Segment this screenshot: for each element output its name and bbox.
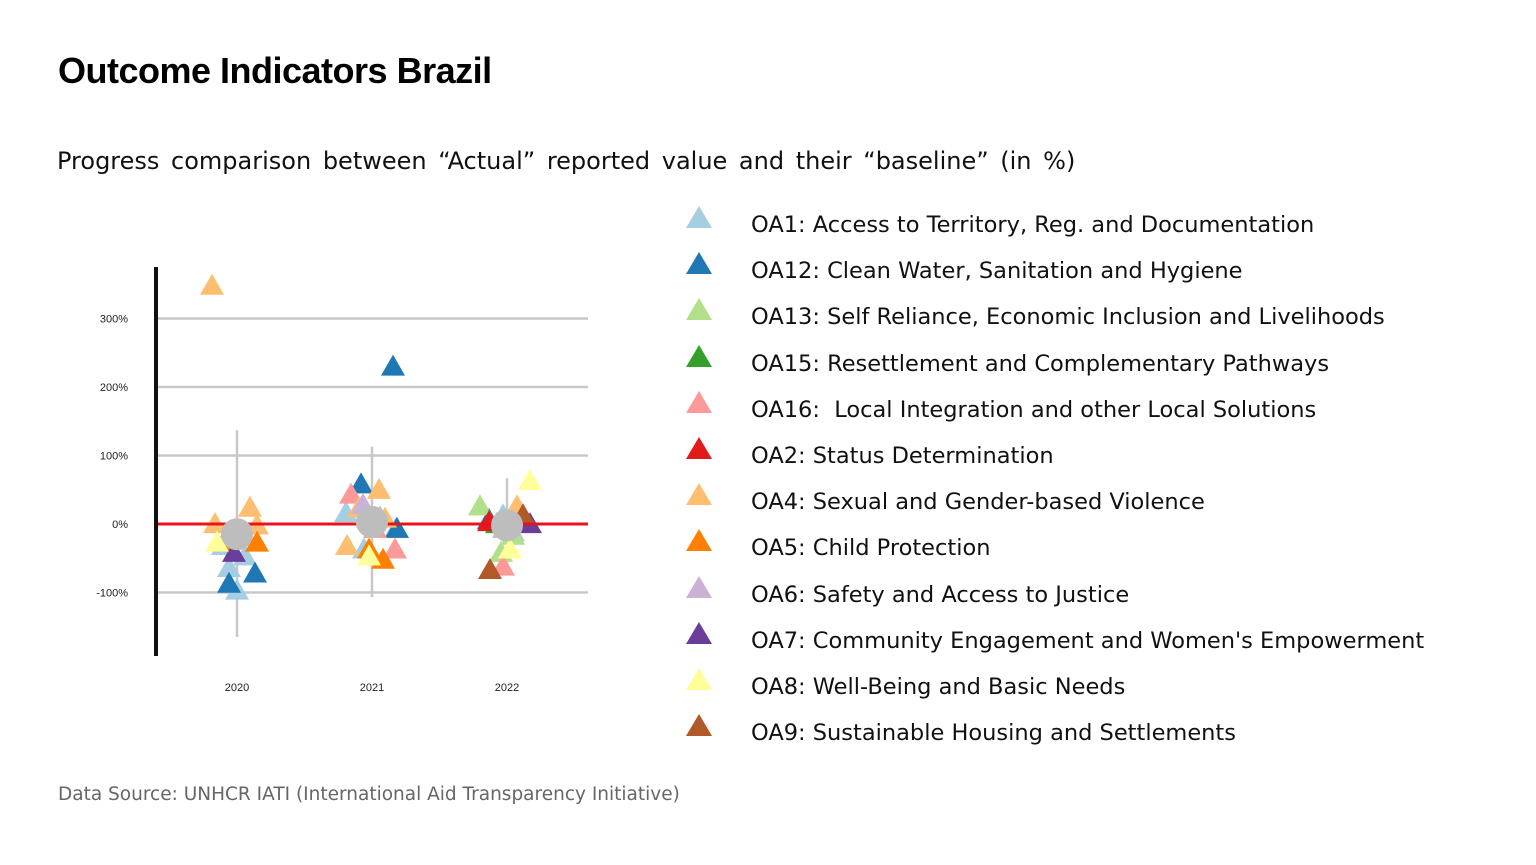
legend: OA1: Access to Territory, Reg. and Docum… [684,202,1424,756]
median-dot [356,505,388,538]
legend-triangle-icon [686,206,712,229]
legend-label: OA13: Self Reliance, Economic Inclusion … [751,304,1385,331]
legend-item: OA1: Access to Territory, Reg. and Docum… [684,202,1424,248]
legend-label: OA12: Clean Water, Sanitation and Hygien… [751,258,1243,285]
data-point-triangle [367,477,391,499]
data-point-triangle [335,534,359,556]
legend-triangle-icon [686,298,712,321]
data-point-triangle [245,530,269,552]
legend-label: OA5: Child Protection [751,535,991,562]
y-tick-label: 200% [100,382,128,394]
data-point-triangle [518,468,542,490]
data-point-triangle [468,494,492,516]
legend-triangle-icon [686,483,712,506]
y-tick-label: 300% [100,314,128,326]
legend-label: OA16: Local Integration and other Local … [751,396,1317,423]
y-tick-label: 100% [100,451,128,463]
legend-item: OA5: Child Protection [684,525,1424,571]
legend-label: OA9: Sustainable Housing and Settlements [751,720,1236,747]
data-point-triangle [383,537,407,559]
median-dot [221,518,253,551]
legend-label: OA15: Resettlement and Complementary Pat… [751,350,1330,377]
chart-title: Outcome Indicators Brazil [58,50,492,91]
y-tick-label: 0% [112,519,128,531]
legend-triangle-icon [686,437,712,460]
legend-triangle-icon [686,714,712,737]
x-tick-label: 2020 [225,682,249,694]
legend-item: OA7: Community Engagement and Women's Em… [684,618,1424,664]
data-point-triangle [217,571,241,593]
data-point-triangle [217,555,241,577]
legend-label: OA2: Status Determination [751,443,1054,470]
median-dot [491,509,523,542]
legend-label: OA6: Safety and Access to Justice [751,581,1130,608]
legend-triangle-icon [686,667,712,690]
data-source-note: Data Source: UNHCR IATI (International A… [58,784,680,805]
legend-triangle-icon [686,621,712,644]
legend-item: OA13: Self Reliance, Economic Inclusion … [684,294,1424,340]
data-point-triangle [381,354,405,376]
legend-item: OA16: Local Integration and other Local … [684,387,1424,433]
data-point-triangle [205,530,229,552]
data-point-triangle [478,558,502,580]
data-point-triangle [200,273,224,295]
legend-item: OA9: Sustainable Housing and Settlements [684,710,1424,756]
data-point-triangle [222,540,246,562]
legend-triangle-icon [686,344,712,367]
legend-item: OA6: Safety and Access to Justice [684,572,1424,618]
data-point-triangle [339,482,363,504]
legend-triangle-icon [686,575,712,598]
legend-item: OA2: Status Determination [684,433,1424,479]
y-tick-label: -100% [96,588,128,600]
x-tick-label: 2022 [495,682,519,694]
legend-label: OA8: Well-Being and Basic Needs [751,673,1126,700]
legend-label: OA1: Access to Territory, Reg. and Docum… [751,212,1315,239]
data-point-triangle [349,472,373,494]
legend-item: OA12: Clean Water, Sanitation and Hygien… [684,248,1424,294]
data-point-triangle [243,561,267,583]
legend-label: OA4: Sexual and Gender-based Violence [751,489,1205,516]
legend-item: OA8: Well-Being and Basic Needs [684,664,1424,710]
data-point-triangle [357,544,381,566]
data-point-triangle [498,537,522,559]
chart-subtitle: Progress comparison between “Actual” rep… [57,147,1076,175]
legend-triangle-icon [686,390,712,413]
legend-triangle-icon [686,529,712,552]
x-tick-label: 2021 [360,682,384,694]
legend-label: OA7: Community Engagement and Women's Em… [751,627,1425,654]
legend-triangle-icon [686,252,712,275]
data-point-triangle [238,495,262,517]
data-point-triangle [385,516,409,538]
legend-item: OA4: Sexual and Gender-based Violence [684,479,1424,525]
legend-item: OA15: Resettlement and Complementary Pat… [684,341,1424,387]
